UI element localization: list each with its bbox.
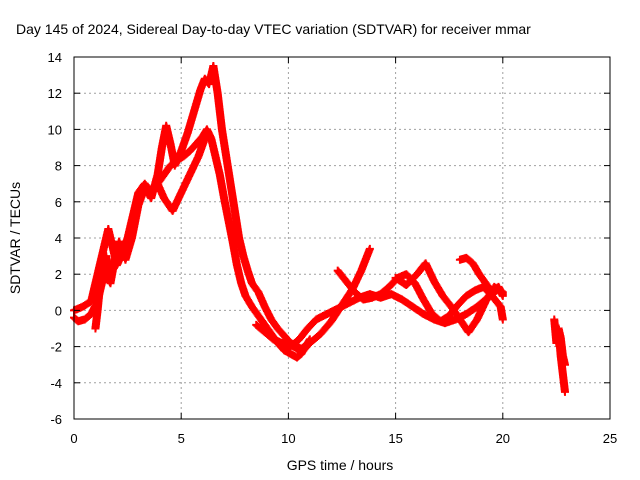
y-tick-label: 14 <box>48 50 62 65</box>
data-point <box>560 360 569 369</box>
tick-layer: 0 5 10 15 20 25 -6 -4 -2 0 2 4 6 8 10 12 14 <box>48 50 618 446</box>
x-tick-label: 0 <box>70 431 77 446</box>
y-tick-label: -2 <box>50 340 62 355</box>
y-tick-label: 6 <box>55 195 62 210</box>
x-tick-label: 15 <box>388 431 402 446</box>
series-track-i <box>455 253 507 300</box>
y-tick-label: -4 <box>50 376 62 391</box>
data-point <box>365 244 374 253</box>
series-track-h <box>391 259 507 337</box>
y-tick-label: -6 <box>50 412 62 427</box>
y-tick-label: 8 <box>55 159 62 174</box>
x-tick-label: 10 <box>281 431 295 446</box>
series-track-d <box>91 252 113 333</box>
y-tick-label: 0 <box>55 303 62 318</box>
x-tick-label: 5 <box>178 431 185 446</box>
y-tick-label: 2 <box>55 267 62 282</box>
chart-title: Day 145 of 2024, Sidereal Day-to-day VTE… <box>16 21 531 37</box>
series-layer <box>70 62 569 396</box>
data-point <box>202 129 211 138</box>
x-tick-label: 20 <box>496 431 510 446</box>
x-axis-label: GPS time / hours <box>287 457 394 473</box>
data-point <box>498 291 507 300</box>
grid <box>74 57 610 419</box>
data-point <box>498 315 507 324</box>
data-point <box>560 387 569 396</box>
series-track-c <box>147 129 211 215</box>
y-axis-label: SDTVAR / TECUs <box>7 182 23 294</box>
y-tick-label: 4 <box>55 231 62 246</box>
y-tick-label: 10 <box>48 122 62 137</box>
y-tick-label: 12 <box>48 86 62 101</box>
series-track-b <box>70 62 314 355</box>
x-tick-label: 25 <box>603 431 617 446</box>
data-point <box>104 266 113 275</box>
series-track-k <box>554 324 569 369</box>
